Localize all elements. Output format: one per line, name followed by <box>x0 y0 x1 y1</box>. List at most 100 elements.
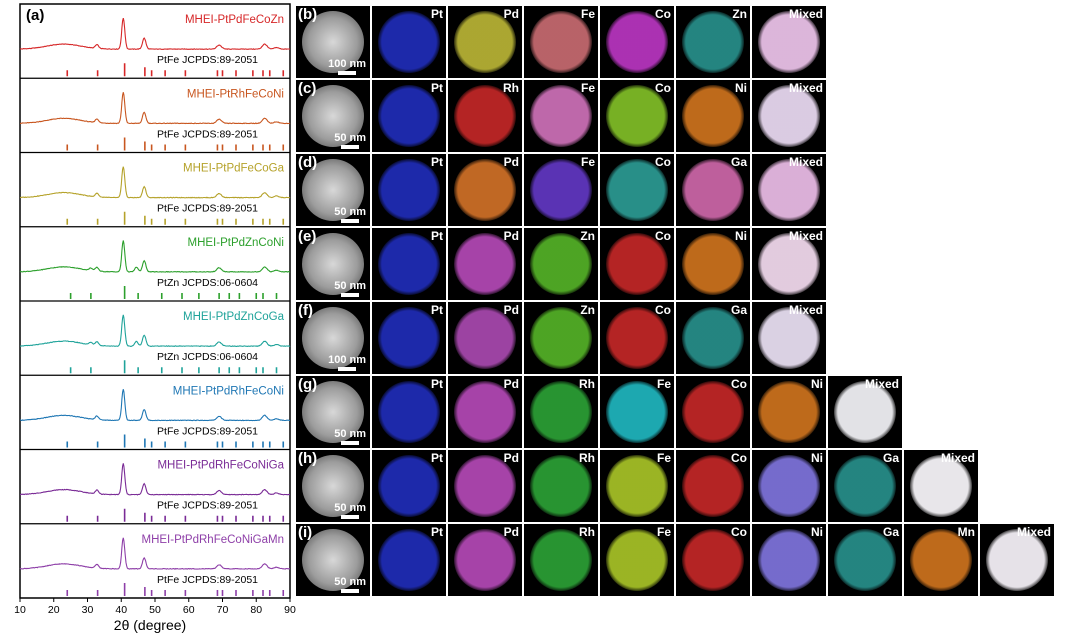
element-map-fe: Fe <box>524 80 598 152</box>
scale-bar-line <box>341 589 360 593</box>
reference-label: PtFe JCPDS:89-2051 <box>157 203 258 215</box>
element-signal <box>454 233 516 295</box>
scale-bar-label: 50 nm <box>334 428 366 440</box>
element-map-mixed: Mixed <box>980 524 1054 596</box>
element-map-pt: Pt <box>372 228 446 300</box>
element-label: Rh <box>579 525 595 539</box>
nanoparticle <box>302 529 364 591</box>
element-signal <box>378 11 440 73</box>
element-label: Ga <box>730 155 747 169</box>
element-signal <box>606 11 668 73</box>
element-signal <box>682 11 744 73</box>
x-tick-label: 50 <box>149 604 161 616</box>
element-signal <box>606 381 668 443</box>
panel-label: (g) <box>298 376 318 393</box>
x-tick-label: 30 <box>82 604 94 616</box>
element-signal <box>606 307 668 369</box>
reference-label: PtFe JCPDS:89-2051 <box>157 574 258 586</box>
element-signal <box>378 307 440 369</box>
element-map-rh: Rh <box>448 80 522 152</box>
map-row: (g) 50 nm Pt Pd Rh Fe Co Ni Mixed <box>296 376 902 448</box>
panel-label: (h) <box>298 450 318 467</box>
element-label: Ga <box>882 525 899 539</box>
element-map-pt: Pt <box>372 524 446 596</box>
element-label: Fe <box>656 451 671 465</box>
xrd-pattern: MHEI-PtPdZnCoGa PtZn JCPDS:06-0604 <box>19 300 291 374</box>
element-map-fe: Fe <box>524 6 598 78</box>
map-row: (b) 100 nm Pt Pd Fe Co Zn Mixed <box>296 6 826 78</box>
element-label: Pd <box>503 451 519 465</box>
element-map-co: Co <box>676 524 750 596</box>
panel-a-label: (a) <box>26 7 44 24</box>
element-label: Mixed <box>788 229 823 243</box>
element-label: Co <box>655 303 671 317</box>
scale-bar-label: 50 nm <box>334 576 366 588</box>
element-signal <box>530 233 592 295</box>
scale-bar-label: 50 nm <box>334 206 366 218</box>
element-map-pd: Pd <box>448 302 522 374</box>
haadf-image: (i) 50 nm <box>296 524 370 596</box>
haadf-image: (c) 50 nm <box>296 80 370 152</box>
element-signal <box>682 381 744 443</box>
map-row: (f) 100 nm Pt Pd Zn Co Ga Mixed <box>296 302 826 374</box>
panel-label: (d) <box>298 154 318 171</box>
scale-bar-label: 100 nm <box>328 58 366 70</box>
haadf-image: (d) 50 nm <box>296 154 370 226</box>
element-map-mixed: Mixed <box>752 302 826 374</box>
sample-label: MHEI-PtPdRhFeCoNiGa <box>157 460 284 472</box>
panel-label: (i) <box>298 524 313 541</box>
element-label: Rh <box>579 377 595 391</box>
reference-label: PtFe JCPDS:89-2051 <box>157 54 258 66</box>
element-map-ga: Ga <box>676 302 750 374</box>
element-map-co: Co <box>600 6 674 78</box>
xrd-curve <box>19 389 290 422</box>
element-map-pd: Pd <box>448 6 522 78</box>
element-map-pt: Pt <box>372 6 446 78</box>
scale-bar-line <box>338 71 357 75</box>
haadf-image: (b) 100 nm <box>296 6 370 78</box>
reference-label: PtFe JCPDS:89-2051 <box>157 425 258 437</box>
element-label: Mixed <box>1016 525 1051 539</box>
element-map-rh: Rh <box>524 376 598 448</box>
element-signal <box>758 11 820 73</box>
element-signal <box>758 85 820 147</box>
element-map-pd: Pd <box>448 450 522 522</box>
element-signal <box>530 455 592 517</box>
element-signal <box>682 455 744 517</box>
panel-label: (e) <box>298 228 317 245</box>
nanoparticle <box>302 85 364 147</box>
reference-label: PtZn JCPDS:06-0604 <box>157 277 258 289</box>
haadf-image: (h) 50 nm <box>296 450 370 522</box>
element-signal <box>378 233 440 295</box>
element-signal <box>606 85 668 147</box>
element-label: Fe <box>580 7 595 21</box>
element-map-ni: Ni <box>676 80 750 152</box>
x-tick-label: 70 <box>217 604 229 616</box>
element-signal <box>530 159 592 221</box>
scale-bar-label: 50 nm <box>334 280 366 292</box>
element-label: Pt <box>431 451 443 465</box>
element-signal <box>682 233 744 295</box>
element-signal <box>986 529 1048 591</box>
element-signal <box>454 529 516 591</box>
element-map-co: Co <box>600 80 674 152</box>
element-signal <box>606 233 668 295</box>
element-map-mixed: Mixed <box>752 80 826 152</box>
map-row: (d) 50 nm Pt Pd Fe Co Ga Mixed <box>296 154 826 226</box>
element-signal <box>682 529 744 591</box>
element-signal <box>758 159 820 221</box>
x-tick-label: 60 <box>183 604 195 616</box>
element-map-fe: Fe <box>600 376 674 448</box>
x-tick-label: 90 <box>284 604 296 616</box>
sample-label: MHEI-PtPdRhFeCoNi <box>173 385 284 397</box>
element-map-pt: Pt <box>372 80 446 152</box>
element-signal <box>910 455 972 517</box>
element-map-co: Co <box>600 302 674 374</box>
element-label: Pd <box>503 229 519 243</box>
element-label: Fe <box>580 81 595 95</box>
element-map-ga: Ga <box>828 524 902 596</box>
element-label: Pt <box>431 155 443 169</box>
element-signal <box>910 529 972 591</box>
xrd-curve <box>20 92 291 125</box>
scale-bar: 50 nm <box>334 576 366 593</box>
